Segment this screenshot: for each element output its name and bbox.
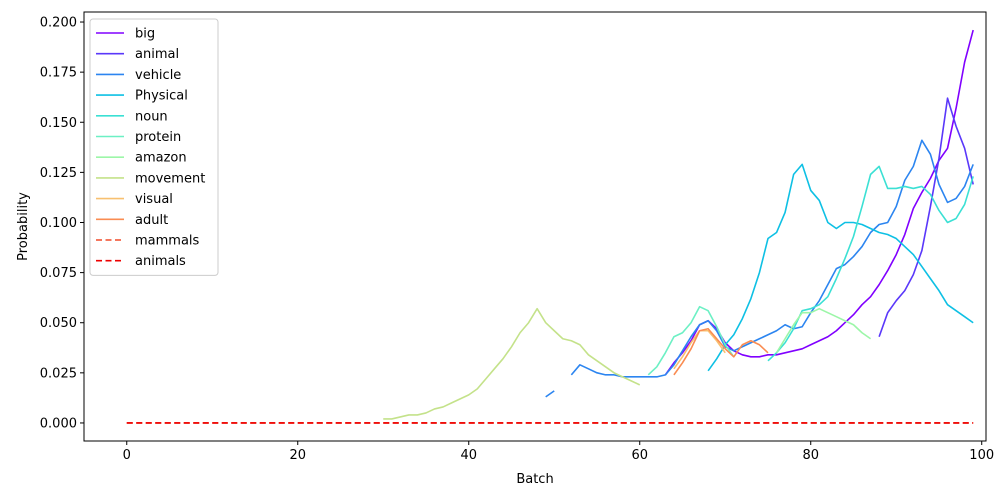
x-tick-label: 100 xyxy=(969,448,994,463)
legend-label-amazon: amazon xyxy=(135,151,187,166)
series-line-amazon xyxy=(775,307,872,354)
series-line-physical xyxy=(707,163,974,372)
plot-frame xyxy=(83,11,987,442)
legend-label-visual: visual xyxy=(135,192,173,207)
x-axis: 0 20 40 60 80 100 xyxy=(123,441,994,463)
y-tick-label: 0.200 xyxy=(40,16,77,31)
series-line-noun xyxy=(767,165,974,362)
y-tick-label: 0.100 xyxy=(40,216,77,231)
y-tick-label: 0.025 xyxy=(40,366,77,381)
y-tick-label: 0.050 xyxy=(40,316,77,331)
x-tick-label: 20 xyxy=(289,448,306,463)
y-tick-label: 0.125 xyxy=(40,166,77,181)
legend-label-vehicle: vehicle xyxy=(135,68,181,83)
series-line-vehicle xyxy=(545,139,974,398)
x-tick-label: 40 xyxy=(460,448,477,463)
y-tick-label: 0.150 xyxy=(40,116,77,131)
legend-label-protein: protein xyxy=(135,130,181,145)
y-tick-label: 0.175 xyxy=(40,66,77,81)
legend-label-noun: noun xyxy=(135,109,168,124)
legend-label-mammals: mammals xyxy=(135,234,200,249)
legend-label-adult: adult xyxy=(135,213,168,228)
legend-label-movement: movement xyxy=(135,171,205,186)
x-tick-label: 60 xyxy=(631,448,648,463)
series-line-animal xyxy=(878,97,974,338)
x-tick-label: 80 xyxy=(802,448,819,463)
y-axis: 0.000 0.025 0.050 0.075 0.100 0.125 0.150 0.175… xyxy=(40,16,84,431)
series-line-adult xyxy=(673,327,769,376)
x-axis-title: Batch xyxy=(516,472,553,487)
legend-label-animal: animal xyxy=(135,47,179,62)
x-tick-label: 0 xyxy=(123,448,131,463)
series-line-movement xyxy=(383,307,641,420)
legend-box xyxy=(89,18,219,276)
plot-lines xyxy=(126,29,974,424)
series-line-protein xyxy=(647,305,735,376)
y-tick-label: 0.000 xyxy=(40,416,77,431)
y-axis-title: Probability xyxy=(16,192,31,261)
legend: big animal vehicle Physical noun protein amazo… xyxy=(89,18,219,276)
legend-label-physical: Physical xyxy=(135,89,188,104)
legend-label-big: big xyxy=(135,27,155,42)
legend-label-animals: animals xyxy=(135,254,186,269)
y-tick-label: 0.075 xyxy=(40,266,77,281)
series-line-big xyxy=(664,29,974,376)
